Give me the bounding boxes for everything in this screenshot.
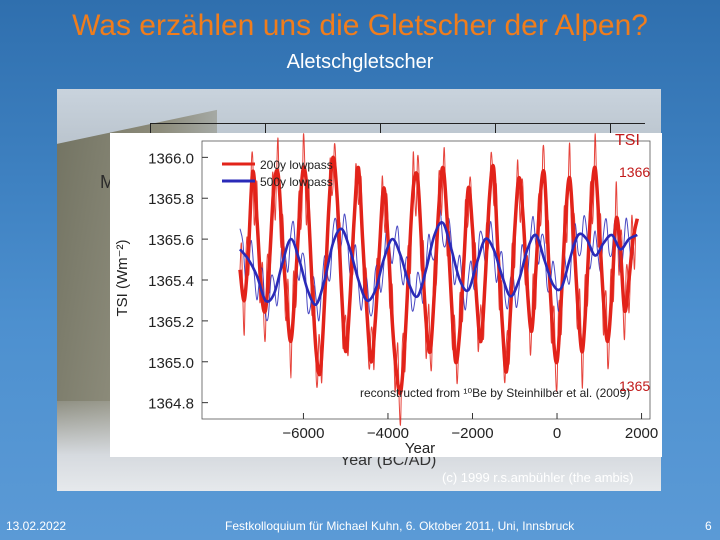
right-axis-tick-1365: 1365 <box>619 378 650 394</box>
series-line-200y <box>238 155 640 396</box>
slide-title: Was erzählen uns die Gletscher der Alpen… <box>72 9 648 42</box>
y-tick-label: 1365.6 <box>148 232 194 249</box>
footer-date: 13.02.2022 <box>6 519 67 533</box>
background-chart-tick <box>610 123 611 133</box>
x-axis-label: Year <box>405 440 435 457</box>
background-chart-frame <box>150 123 645 124</box>
tsi-chart-panel: 1364.8 1365.0 1365.2 1365.4 1365.6 1365.8 1366… <box>110 132 662 457</box>
tsi-chart: 1364.8 1365.0 1365.2 1365.4 1365.6 1365.8 1366… <box>114 132 658 457</box>
y-tick-label: 1365.8 <box>148 191 194 208</box>
footer-page-number: 6 <box>705 519 712 533</box>
y-axis-label: TSI (Wm⁻²) <box>114 239 131 316</box>
photo-credit: (c) 1999 r.s.ambühler (the ambis) <box>442 470 634 485</box>
axis-layer: 1364.8 1365.0 1365.2 1365.4 1365.6 1365.8 1366… <box>148 150 658 442</box>
x-tick-label: 2000 <box>625 425 658 442</box>
x-tick-label: −4000 <box>367 425 409 442</box>
y-tick-label: 1365.0 <box>148 355 194 372</box>
slide-subtitle: Aletschgletscher <box>286 51 434 73</box>
y-tick-label: 1366.0 <box>148 150 194 167</box>
legend-label-200y: 200y lowpass <box>260 158 333 172</box>
legend-label-500y: 500y lowpass <box>260 175 333 189</box>
x-tick-label: −2000 <box>451 425 493 442</box>
y-tick-label: 1365.2 <box>148 314 194 331</box>
series-layer <box>238 133 640 426</box>
x-tick-label: 0 <box>553 425 561 442</box>
background-chart-tick <box>380 123 381 133</box>
y-tick-label: 1364.8 <box>148 396 194 413</box>
reconstruction-annotation: reconstructed from ¹⁰Be by Steinhilber e… <box>360 386 630 400</box>
y-tick-label: 1365.4 <box>148 273 194 290</box>
x-tick-label: −6000 <box>282 425 324 442</box>
background-chart-tick <box>150 123 151 133</box>
background-chart-tick <box>495 123 496 133</box>
footer-event: Festkolloquium für Michael Kuhn, 6. Okto… <box>225 519 575 533</box>
right-axis-tick-1366: 1366 <box>619 164 650 180</box>
legend: 200y lowpass 500y lowpass <box>222 158 333 189</box>
series-line-500y <box>238 221 638 306</box>
background-chart-tick <box>265 123 266 133</box>
right-axis-label: TSI <box>615 133 640 149</box>
